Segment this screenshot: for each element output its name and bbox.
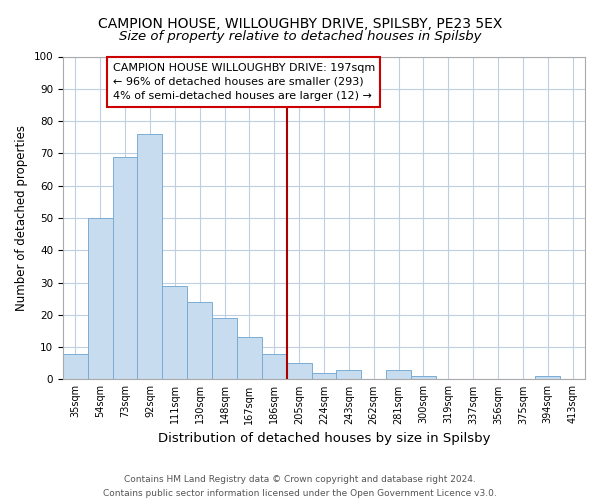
Text: Contains HM Land Registry data © Crown copyright and database right 2024.
Contai: Contains HM Land Registry data © Crown c… (103, 476, 497, 498)
Text: Size of property relative to detached houses in Spilsby: Size of property relative to detached ho… (119, 30, 481, 43)
Bar (163, 286, 187, 380)
Bar (187, 302, 212, 380)
X-axis label: Distribution of detached houses by size in Spilsby: Distribution of detached houses by size … (158, 432, 490, 445)
Bar (63, 354, 88, 380)
Bar (262, 354, 287, 380)
Bar (88, 218, 113, 380)
Bar (137, 134, 163, 380)
Bar (237, 338, 262, 380)
Bar (287, 364, 311, 380)
Bar (535, 376, 560, 380)
Bar (386, 370, 411, 380)
Y-axis label: Number of detached properties: Number of detached properties (15, 125, 28, 311)
Bar (311, 373, 337, 380)
Bar (411, 376, 436, 380)
Bar (113, 156, 137, 380)
Bar (337, 370, 361, 380)
Text: CAMPION HOUSE WILLOUGHBY DRIVE: 197sqm
← 96% of detached houses are smaller (293: CAMPION HOUSE WILLOUGHBY DRIVE: 197sqm ←… (113, 63, 375, 101)
Text: CAMPION HOUSE, WILLOUGHBY DRIVE, SPILSBY, PE23 5EX: CAMPION HOUSE, WILLOUGHBY DRIVE, SPILSBY… (98, 18, 502, 32)
Bar (212, 318, 237, 380)
